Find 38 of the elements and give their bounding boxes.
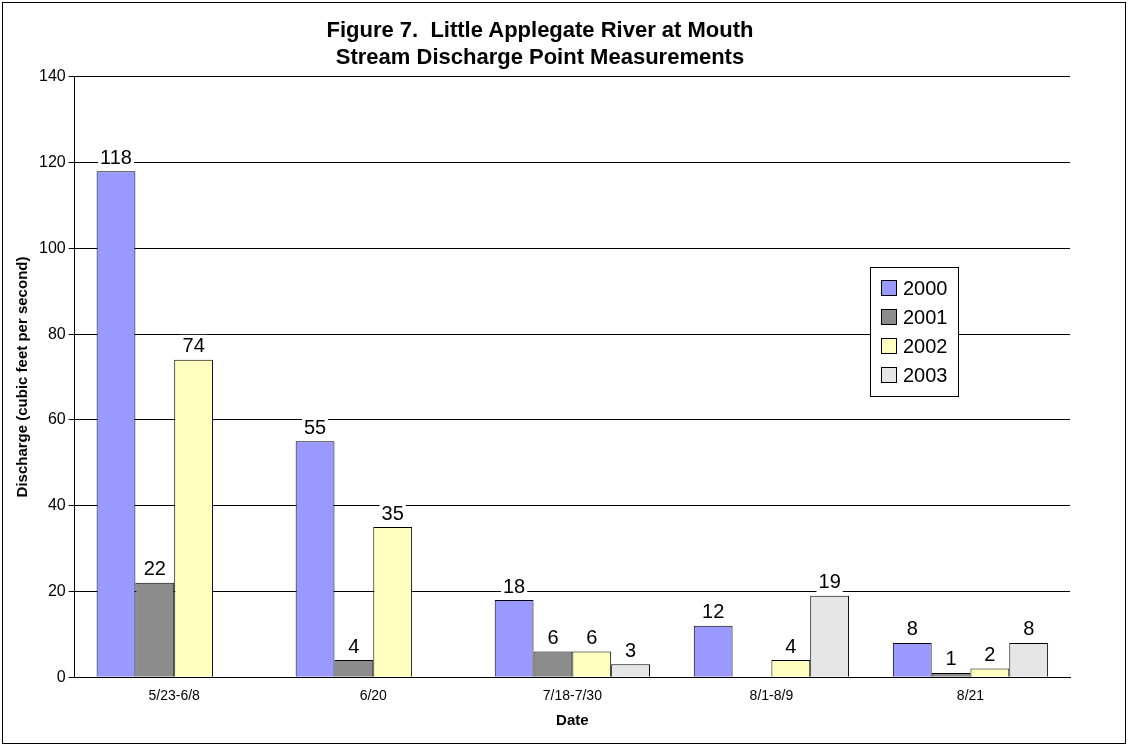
data-label: 8	[906, 617, 918, 640]
legend-label: 2000	[902, 275, 948, 301]
x-tick-label: 5/23-6/8	[148, 687, 201, 704]
data-label: 2	[984, 643, 996, 666]
legend-label: 2002	[902, 333, 948, 359]
y-tick-label: 120	[38, 152, 66, 170]
data-label: 1	[945, 647, 957, 670]
x-tick-label: 8/21	[956, 687, 985, 704]
data-label: 4	[785, 634, 797, 657]
data-label: 118	[100, 145, 132, 168]
y-tick-label: 140	[38, 67, 66, 85]
x-tick-label: 6/20	[359, 687, 388, 704]
data-label: 3	[625, 638, 637, 661]
data-label: 6	[547, 625, 559, 648]
legend-label: 2003	[902, 362, 948, 388]
data-label: 19	[818, 570, 841, 593]
data-label: 6	[586, 625, 598, 648]
y-tick-label: 100	[38, 238, 66, 256]
y-tick-label: 0	[56, 667, 66, 685]
text: Figure 7. Little Applegate River at Mouth	[326, 17, 754, 43]
data-label: 8	[1023, 617, 1035, 640]
data-label: 22	[143, 557, 166, 580]
text: Stream Discharge Point Measurements	[335, 43, 745, 69]
y-tick-label: 20	[47, 581, 66, 599]
y-tick-label: 80	[47, 324, 66, 342]
data-label: 12	[702, 600, 725, 623]
y-axis-title: Discharge (cubic feet per second)	[13, 256, 31, 498]
data-label: 74	[182, 334, 205, 357]
y-tick-label: 60	[47, 410, 66, 428]
data-label: 18	[503, 574, 526, 597]
x-axis-title: Date	[556, 711, 589, 729]
data-label: 35	[381, 501, 404, 524]
x-tick-label: 7/18-7/30	[542, 687, 603, 704]
x-tick-label: 8/1-8/9	[749, 687, 794, 704]
data-label: 4	[348, 634, 360, 657]
y-tick-label: 40	[47, 496, 66, 514]
legend-label: 2001	[902, 304, 948, 330]
data-label: 55	[303, 415, 327, 438]
